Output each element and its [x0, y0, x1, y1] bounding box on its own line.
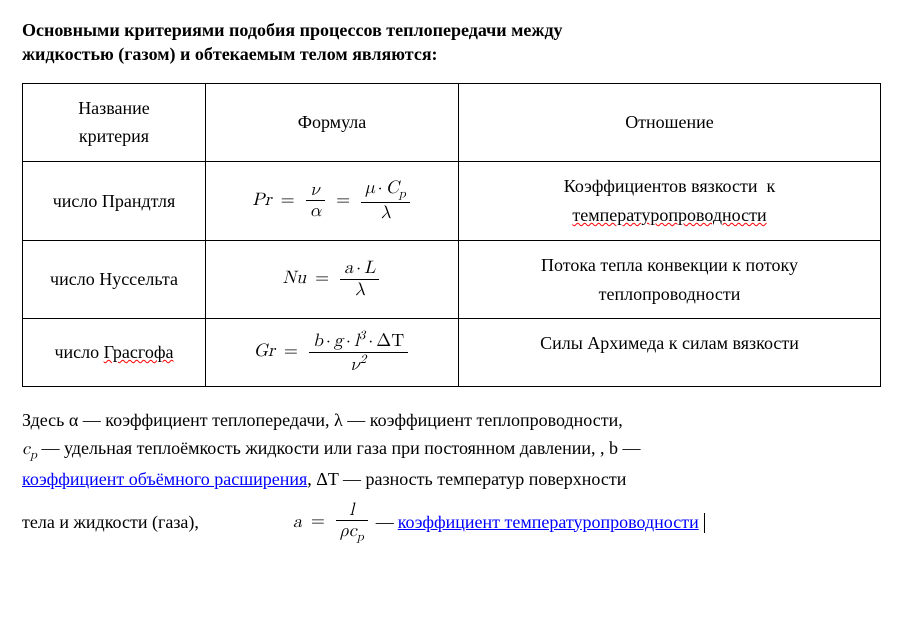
legend-last-left: тела и жидкости (газа),	[22, 509, 199, 537]
wavy-text: Грасгофа	[104, 342, 174, 362]
criterion-name: число Нуссельта	[23, 240, 206, 319]
link-thermal-diffusivity[interactable]: коэффициент температуропроводности	[398, 509, 699, 537]
header-formula: Формула	[206, 83, 459, 162]
criterion-ratio: Силы Архимеда к силам вязкости	[459, 319, 881, 386]
heading-line-2: жидкостью (газом) и обтекаемым телом явл…	[22, 44, 438, 64]
formula-nusselt: Nu = a·L λ	[283, 269, 382, 287]
legend-last-line: тела и жидкости (газа), a = l ρcp — коэф…	[22, 500, 881, 546]
header-ratio: Отношение	[459, 83, 881, 162]
header-name-l1: Название	[78, 98, 150, 118]
formula-grashof: Gr = b·g·l3·ΔT ν2	[254, 342, 411, 360]
criterion-ratio: Потока тепла конвекции к потоку теплопро…	[459, 240, 881, 319]
legend-paragraph: Здесь α — коэффициент теплопередачи, λ —…	[22, 407, 881, 546]
heading: Основными критериями подобия процессов т…	[22, 18, 881, 67]
criterion-name: число Прандтля	[23, 162, 206, 241]
criterion-ratio: Коэффициентов вязкости к температуропров…	[459, 162, 881, 241]
header-name: Название критерия	[23, 83, 206, 162]
formula-prandtl: Pr = ν α = μ·Cp λ	[252, 191, 411, 209]
table-row: число Грасгофа Gr = b·g·l3·ΔT ν2 Силы Ар…	[23, 319, 881, 386]
criterion-formula: Nu = a·L λ	[206, 240, 459, 319]
criteria-table: Название критерия Формула Отношение числ…	[22, 83, 881, 387]
header-name-l2: критерия	[79, 126, 149, 146]
legend-line-1: Здесь α — коэффициент теплопередачи, λ —…	[22, 407, 881, 435]
criterion-name: число Грасгофа	[23, 319, 206, 386]
text-cursor	[704, 513, 706, 533]
criterion-formula: Pr = ν α = μ·Cp λ	[206, 162, 459, 241]
table-row: число Прандтля Pr = ν α = μ·Cp λ Коэ	[23, 162, 881, 241]
criterion-formula: Gr = b·g·l3·ΔT ν2	[206, 319, 459, 386]
legend-line-2: cp — удельная теплоёмкость жидкости или …	[22, 435, 881, 466]
legend-last-mid: —	[376, 509, 394, 537]
link-expansion-coeff[interactable]: коэффициент объёмного расширения	[22, 469, 307, 489]
legend-line-3: коэффициент объёмного расширения, ΔT — р…	[22, 466, 881, 494]
heading-line-1: Основными критериями подобия процессов т…	[22, 20, 563, 40]
wavy-text: температуропроводности	[572, 205, 766, 225]
table-header-row: Название критерия Формула Отношение	[23, 83, 881, 162]
table-row: число Нуссельта Nu = a·L λ Потока тепла …	[23, 240, 881, 319]
formula-a: a = l ρcp	[203, 500, 372, 546]
